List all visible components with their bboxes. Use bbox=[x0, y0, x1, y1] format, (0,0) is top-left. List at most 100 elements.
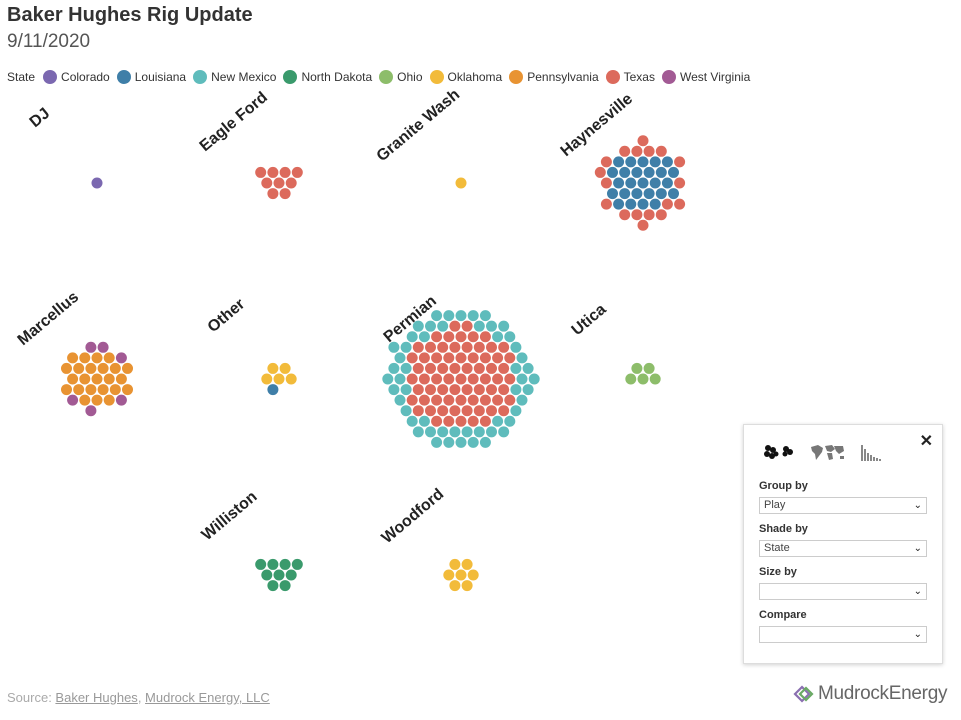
rig-dot-north-dakota[interactable] bbox=[261, 569, 273, 581]
group-by-select[interactable]: Play ⌄ bbox=[759, 497, 927, 514]
rig-dot-louisiana[interactable] bbox=[643, 188, 655, 200]
rig-dot-new-mexico[interactable] bbox=[388, 341, 400, 353]
rig-dot-texas[interactable] bbox=[461, 362, 473, 374]
rig-dot-texas[interactable] bbox=[412, 341, 424, 353]
rig-dot-louisiana[interactable] bbox=[613, 198, 625, 210]
rig-dot-texas[interactable] bbox=[431, 394, 443, 406]
rig-dot-texas[interactable] bbox=[473, 362, 485, 374]
rig-dot-new-mexico[interactable] bbox=[510, 341, 522, 353]
rig-dot-texas[interactable] bbox=[473, 341, 485, 353]
legend-item-west-virginia[interactable]: West Virginia bbox=[661, 70, 750, 84]
compare-select[interactable]: ⌄ bbox=[759, 626, 927, 643]
rig-dot-texas[interactable] bbox=[461, 405, 473, 417]
legend-item-north-dakota[interactable]: North Dakota bbox=[283, 70, 372, 84]
rig-dot-texas[interactable] bbox=[473, 405, 485, 417]
rig-dot-oklahoma[interactable] bbox=[267, 362, 279, 374]
rig-dot-new-mexico[interactable] bbox=[510, 384, 522, 396]
legend-item-colorado[interactable]: Colorado bbox=[43, 70, 110, 84]
rig-dot-new-mexico[interactable] bbox=[437, 320, 449, 332]
rig-dot-pennsylvania[interactable] bbox=[91, 394, 103, 406]
rig-dot-texas[interactable] bbox=[279, 188, 291, 200]
rig-dot-texas[interactable] bbox=[406, 352, 418, 364]
rig-dot-texas[interactable] bbox=[443, 394, 455, 406]
rig-dot-pennsylvania[interactable] bbox=[79, 352, 91, 364]
rig-dot-new-mexico[interactable] bbox=[498, 426, 510, 438]
rig-dot-pennsylvania[interactable] bbox=[115, 373, 127, 385]
rig-dot-north-dakota[interactable] bbox=[273, 569, 285, 581]
rig-dot-texas[interactable] bbox=[437, 362, 449, 374]
rig-dot-texas[interactable] bbox=[492, 352, 504, 364]
rig-dot-new-mexico[interactable] bbox=[461, 426, 473, 438]
rig-dot-pennsylvania[interactable] bbox=[122, 362, 133, 374]
rig-dot-louisiana[interactable] bbox=[649, 156, 661, 168]
rig-dot-ohio[interactable] bbox=[649, 373, 661, 385]
rig-dot-texas[interactable] bbox=[255, 166, 267, 178]
rig-dot-texas[interactable] bbox=[486, 384, 497, 396]
rig-dot-texas[interactable] bbox=[455, 415, 467, 427]
rig-dot-texas[interactable] bbox=[467, 415, 479, 427]
rig-dot-pennsylvania[interactable] bbox=[79, 394, 91, 406]
rig-dot-oklahoma[interactable] bbox=[443, 569, 455, 581]
rig-dot-louisiana[interactable] bbox=[625, 177, 637, 189]
rig-dot-louisiana[interactable] bbox=[637, 156, 649, 168]
rig-dot-texas[interactable] bbox=[412, 362, 424, 374]
rig-dot-new-mexico[interactable] bbox=[431, 310, 443, 322]
rig-dot-new-mexico[interactable] bbox=[382, 373, 394, 385]
rig-dot-new-mexico[interactable] bbox=[516, 352, 528, 364]
rig-dot-texas[interactable] bbox=[655, 145, 667, 157]
rig-dot-texas[interactable] bbox=[431, 373, 443, 385]
legend-item-louisiana[interactable]: Louisiana bbox=[116, 70, 186, 84]
rig-dot-north-dakota[interactable] bbox=[291, 558, 303, 570]
size-by-select[interactable]: ⌄ bbox=[759, 583, 927, 600]
rig-dot-texas[interactable] bbox=[425, 362, 436, 374]
rig-dot-pennsylvania[interactable] bbox=[103, 352, 115, 364]
rig-dot-louisiana[interactable] bbox=[643, 166, 655, 178]
rig-dot-texas[interactable] bbox=[431, 415, 443, 427]
rig-dot-new-mexico[interactable] bbox=[473, 426, 485, 438]
rig-dot-pennsylvania[interactable] bbox=[67, 352, 79, 364]
rig-dot-texas[interactable] bbox=[498, 405, 510, 417]
rig-dot-ohio[interactable] bbox=[637, 373, 649, 385]
rig-dot-pennsylvania[interactable] bbox=[73, 384, 85, 396]
histogram-view-icon[interactable] bbox=[860, 443, 884, 461]
rig-dot-texas[interactable] bbox=[594, 166, 606, 178]
rig-dot-texas[interactable] bbox=[479, 394, 491, 406]
rig-dot-texas[interactable] bbox=[437, 405, 449, 417]
rig-dot-louisiana[interactable] bbox=[637, 198, 649, 210]
rig-dot-north-dakota[interactable] bbox=[267, 580, 279, 592]
rig-dot-new-mexico[interactable] bbox=[388, 362, 400, 374]
rig-dot-new-mexico[interactable] bbox=[443, 436, 455, 448]
rig-dot-new-mexico[interactable] bbox=[400, 362, 412, 374]
rig-dot-texas[interactable] bbox=[418, 352, 430, 364]
rig-dot-new-mexico[interactable] bbox=[486, 426, 497, 438]
rig-dot-louisiana[interactable] bbox=[661, 156, 673, 168]
rig-dot-texas[interactable] bbox=[461, 341, 473, 353]
rig-dot-west-virginia[interactable] bbox=[115, 352, 127, 364]
rig-dot-louisiana[interactable] bbox=[655, 188, 667, 200]
rig-dot-new-mexico[interactable] bbox=[504, 331, 516, 343]
rig-dot-oklahoma[interactable] bbox=[449, 558, 461, 570]
rig-dot-texas[interactable] bbox=[600, 177, 612, 189]
rig-dot-new-mexico[interactable] bbox=[425, 426, 436, 438]
rig-dot-louisiana[interactable] bbox=[607, 188, 618, 200]
rig-dot-new-mexico[interactable] bbox=[406, 415, 418, 427]
rig-dot-texas[interactable] bbox=[504, 352, 516, 364]
rig-dot-new-mexico[interactable] bbox=[455, 436, 467, 448]
rig-dot-texas[interactable] bbox=[600, 198, 612, 210]
bubble-view-icon[interactable] bbox=[762, 443, 796, 461]
rig-dot-louisiana[interactable] bbox=[661, 177, 673, 189]
rig-dot-texas[interactable] bbox=[619, 209, 631, 221]
rig-dot-louisiana[interactable] bbox=[625, 198, 637, 210]
rig-dot-oklahoma[interactable] bbox=[455, 177, 467, 189]
rig-dot-texas[interactable] bbox=[461, 320, 473, 332]
rig-dot-new-mexico[interactable] bbox=[479, 310, 491, 322]
rig-dot-texas[interactable] bbox=[455, 331, 467, 343]
rig-dot-texas[interactable] bbox=[643, 145, 655, 157]
rig-dot-texas[interactable] bbox=[600, 156, 612, 168]
rig-dot-oklahoma[interactable] bbox=[449, 580, 461, 592]
rig-dot-new-mexico[interactable] bbox=[528, 373, 540, 385]
rig-dot-texas[interactable] bbox=[674, 156, 686, 168]
rig-dot-texas[interactable] bbox=[406, 373, 418, 385]
rig-dot-oklahoma[interactable] bbox=[455, 569, 467, 581]
rig-dot-north-dakota[interactable] bbox=[285, 569, 297, 581]
